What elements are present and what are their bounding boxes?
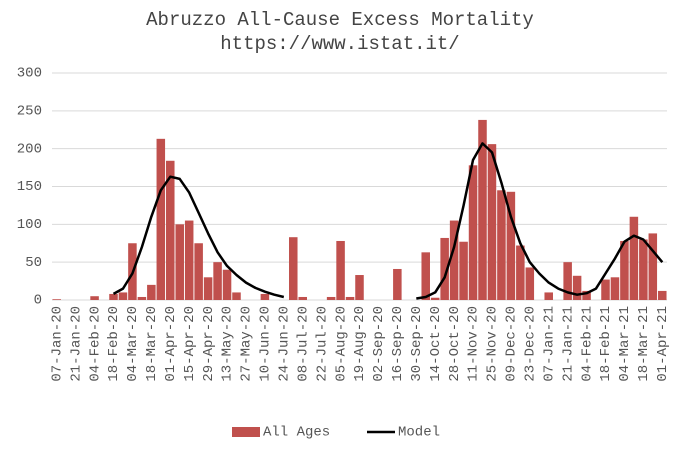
x-tick-label: 21-Jan-20 xyxy=(68,306,84,382)
x-tick-label: 27-May-20 xyxy=(239,306,255,382)
bar xyxy=(516,245,525,300)
bar xyxy=(601,279,610,300)
x-tick-label: 15-Apr-20 xyxy=(182,306,198,382)
bar xyxy=(478,119,487,300)
bar xyxy=(175,224,184,300)
x-tick-label: 11-Nov-20 xyxy=(466,306,482,382)
bar xyxy=(147,284,156,300)
bar xyxy=(326,296,336,300)
bar xyxy=(421,252,430,300)
bar xyxy=(260,293,270,300)
bar xyxy=(222,269,232,300)
bar xyxy=(610,277,620,300)
y-tick-label: 200 xyxy=(17,141,42,157)
bar xyxy=(166,160,175,300)
bar xyxy=(648,233,658,300)
x-tick-label: 18-Mar-21 xyxy=(636,306,652,382)
bar xyxy=(572,275,582,300)
x-tick-label: 07-Jan-20 xyxy=(49,306,65,382)
x-tick-label: 30-Sep-20 xyxy=(409,306,425,382)
y-tick-label: 0 xyxy=(34,293,42,309)
x-tick-label: 21-Jan-21 xyxy=(560,306,576,382)
x-tick-label: 29-Apr-20 xyxy=(201,306,217,382)
x-tick-label: 23-Dec-20 xyxy=(523,306,539,382)
x-tick-label: 04-Mar-20 xyxy=(125,306,141,382)
bar xyxy=(620,240,629,300)
bar xyxy=(497,190,506,300)
bar xyxy=(345,296,355,300)
x-tick-label: 10-Jun-20 xyxy=(258,306,274,382)
y-tick-label: 50 xyxy=(25,255,42,271)
bar xyxy=(184,220,194,300)
x-tick-label: 18-Mar-20 xyxy=(144,306,160,382)
legend-label: All Ages xyxy=(263,425,330,441)
legend-swatch xyxy=(232,427,260,437)
chart-subtitle: https://www.istat.it/ xyxy=(220,33,459,55)
bar xyxy=(298,296,307,300)
y-tick-label: 250 xyxy=(17,104,42,120)
bar xyxy=(544,292,553,300)
y-tick-label: 300 xyxy=(17,66,42,82)
x-tick-label: 22-Jul-20 xyxy=(314,306,330,382)
bar xyxy=(203,277,213,300)
x-tick-label: 16-Sep-20 xyxy=(390,306,406,382)
bar xyxy=(629,216,639,300)
bar xyxy=(449,220,459,300)
bar xyxy=(639,239,648,300)
bar xyxy=(194,243,203,300)
x-tick-label: 02-Sep-20 xyxy=(371,306,387,382)
bar xyxy=(430,297,440,300)
x-tick-label: 14-Oct-20 xyxy=(428,306,444,382)
x-tick-label: 24-Jun-20 xyxy=(277,306,293,382)
bar xyxy=(506,191,516,300)
legend-label: Model xyxy=(398,425,440,441)
x-tick-label: 19-Aug-20 xyxy=(352,306,368,382)
bar xyxy=(393,268,402,300)
bar xyxy=(232,292,241,300)
bar xyxy=(440,237,449,300)
bar xyxy=(459,241,468,300)
bar xyxy=(468,165,478,300)
x-tick-label: 04-Mar-21 xyxy=(617,306,633,382)
x-tick-label: 18-Feb-21 xyxy=(598,306,614,382)
x-tick-label: 01-Apr-21 xyxy=(655,306,671,382)
x-tick-label: 04-Feb-20 xyxy=(87,306,103,382)
bar xyxy=(137,296,147,300)
bar xyxy=(52,299,61,300)
bar xyxy=(525,267,535,300)
bar xyxy=(582,290,591,300)
bar xyxy=(118,292,128,300)
x-tick-label: 13-May-20 xyxy=(220,306,236,382)
bar xyxy=(336,240,345,300)
bar xyxy=(156,138,166,300)
x-tick-label: 28-Oct-20 xyxy=(447,306,463,382)
x-tick-label: 04-Feb-21 xyxy=(579,306,595,382)
bar xyxy=(90,296,99,300)
x-tick-label: 08-Jul-20 xyxy=(295,306,311,382)
bar xyxy=(109,293,118,300)
x-tick-label: 01-Apr-20 xyxy=(163,306,179,382)
bar xyxy=(487,144,497,300)
bar xyxy=(213,262,222,300)
bar xyxy=(563,262,572,300)
x-tick-label: 07-Jan-21 xyxy=(541,306,557,382)
bar xyxy=(658,290,667,300)
y-tick-label: 100 xyxy=(17,217,42,233)
x-tick-label: 05-Aug-20 xyxy=(333,306,349,382)
x-tick-label: 09-Dec-20 xyxy=(504,306,520,382)
bar xyxy=(355,275,364,300)
bar xyxy=(289,237,298,300)
line xyxy=(112,142,664,300)
chart-title: Abruzzo All-Cause Excess Mortality xyxy=(146,9,534,31)
x-tick-label: 18-Feb-20 xyxy=(106,306,122,382)
y-tick-label: 150 xyxy=(17,179,42,195)
x-tick-label: 25-Nov-20 xyxy=(485,306,501,382)
